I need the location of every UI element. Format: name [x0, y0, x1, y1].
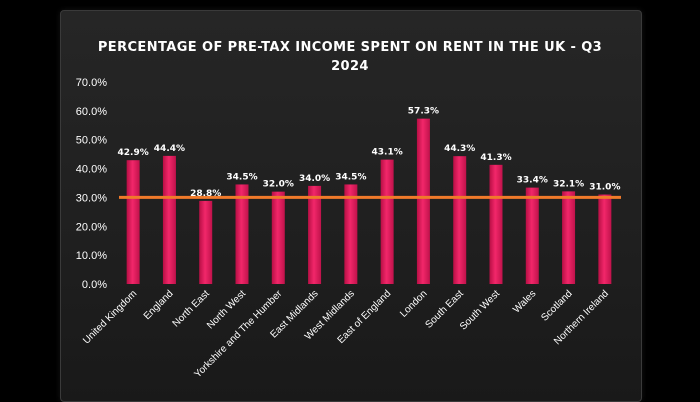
bar	[525, 187, 539, 284]
data-label: 33.4%	[517, 176, 548, 186]
bar	[416, 118, 430, 284]
data-label: 41.3%	[480, 153, 511, 163]
bar	[489, 164, 503, 284]
data-labels: 42.9% 44.4% 28.8% 34.5% 32.0% 34.0% 34.5% 43.1%…	[118, 107, 621, 199]
data-label: 32.1%	[553, 179, 584, 189]
y-tick-label: 50.0%	[76, 135, 107, 147]
data-label: 31.0%	[589, 183, 620, 193]
y-tick-label: 20.0%	[76, 221, 107, 233]
data-label: 34.5%	[335, 172, 366, 182]
y-axis-ticks: 0.0% 10.0% 20.0% 30.0% 40.0% 50.0% 60.0% 70.0%	[76, 77, 107, 291]
bar	[308, 185, 322, 284]
data-label: 42.9%	[118, 148, 149, 158]
bar	[199, 200, 213, 284]
data-label: 44.4%	[154, 144, 185, 154]
y-tick-label: 70.0%	[76, 77, 107, 89]
data-label: 34.5%	[226, 172, 257, 182]
bar	[453, 156, 467, 284]
y-tick-label: 10.0%	[76, 250, 107, 262]
data-label: 32.0%	[263, 180, 294, 190]
x-category-label: South West	[458, 288, 502, 332]
y-tick-label: 40.0%	[76, 164, 107, 176]
data-label: 43.1%	[372, 148, 403, 158]
x-category-label: England	[142, 288, 176, 322]
data-label: 34.0%	[299, 174, 330, 184]
bar	[126, 160, 140, 284]
data-label: 28.8%	[190, 189, 221, 199]
data-label: 57.3%	[408, 107, 439, 117]
x-category-label: Wales	[511, 288, 538, 315]
y-tick-label: 0.0%	[82, 279, 107, 291]
chart-title: PERCENTAGE OF PRE-TAX INCOME SPENT ON RE…	[97, 40, 603, 74]
bar	[235, 184, 249, 284]
x-category-label: United Kingdom	[81, 288, 139, 346]
y-tick-label: 30.0%	[76, 192, 107, 204]
bar	[344, 184, 358, 284]
data-label: 44.3%	[444, 144, 475, 154]
bar	[380, 159, 394, 284]
bars	[126, 118, 612, 284]
x-category-label: London	[398, 288, 429, 319]
x-category-label: Scotland	[539, 288, 574, 323]
bar	[271, 191, 285, 284]
bar	[562, 191, 576, 284]
y-tick-label: 60.0%	[76, 106, 107, 118]
bar	[598, 194, 612, 284]
bar	[162, 155, 176, 284]
